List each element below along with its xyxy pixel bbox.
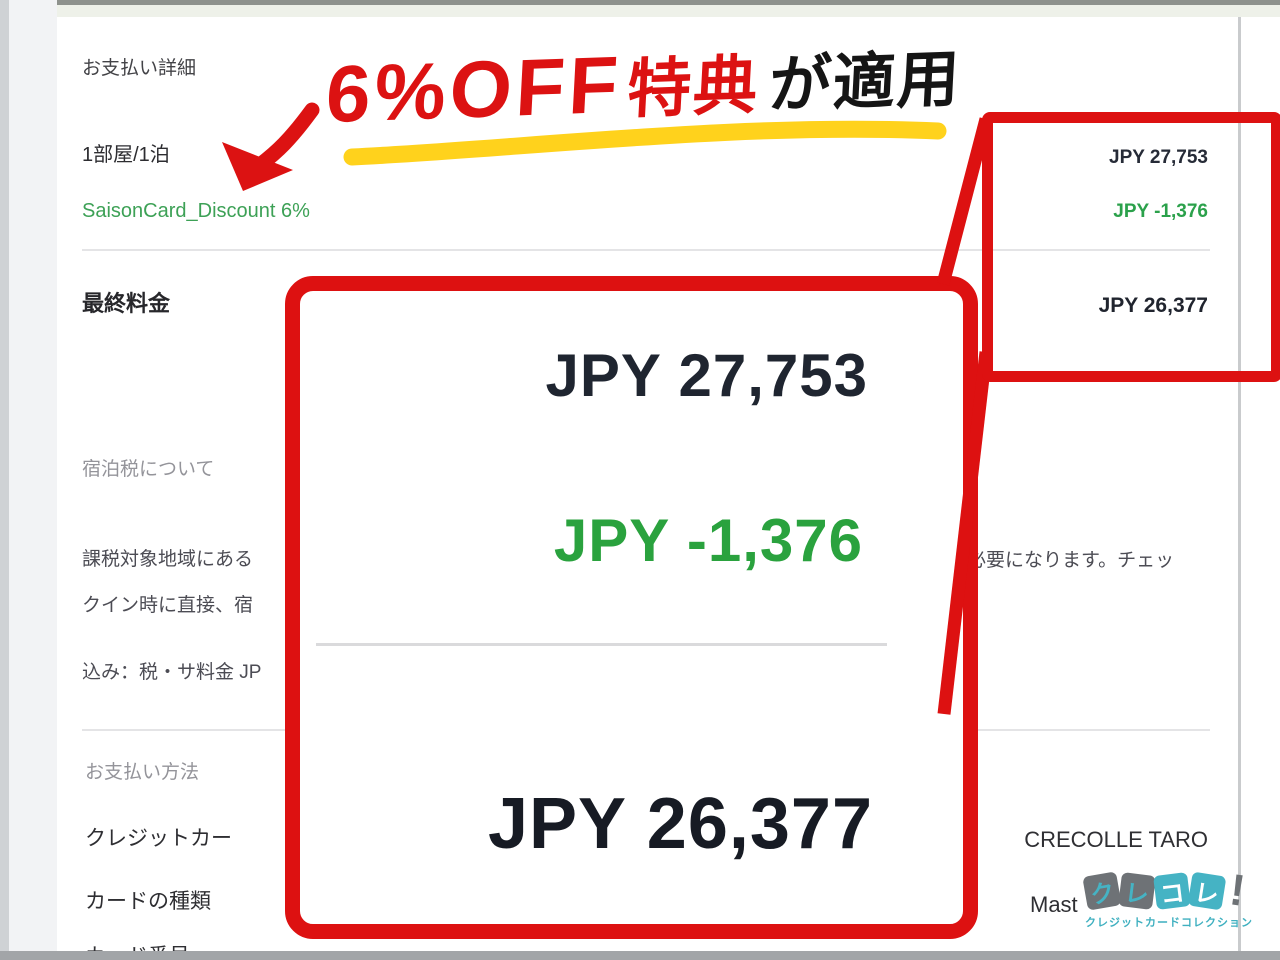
payment-method-title: お支払い方法 <box>85 762 200 783</box>
logo-tile-re2: レ <box>1187 871 1227 911</box>
zoom-inset-discount: JPY -1,376 <box>553 507 863 574</box>
logo-tile-re1: レ <box>1118 872 1156 910</box>
zoom-inset-box: JPY 27,753 JPY -1,376 JPY 26,377 <box>285 276 978 939</box>
tax-paragraph-line2-left: クイン時に直接、宿 <box>82 595 254 616</box>
card-type-value: Mast <box>1030 892 1078 917</box>
zoom-inset-divider <box>316 643 887 646</box>
handwritten-tokuten: 特典 <box>625 48 762 126</box>
top-border-strip <box>46 0 1280 5</box>
bottom-border-strip <box>0 951 1280 960</box>
zoom-inset-total: JPY 26,377 <box>487 784 873 864</box>
divider-top <box>82 249 1210 251</box>
tax-paragraph-line1-right: が必要になります。チェッ <box>948 550 1175 571</box>
red-arrow-shaft <box>252 102 320 173</box>
payment-details-title: お支払い詳細 <box>82 58 197 79</box>
crecolle-logo-tiles: ク レ コ レ ! <box>1082 865 1253 916</box>
room-night-label: 1部屋/1泊 <box>82 144 170 166</box>
crecolle-logo: ク レ コ レ ! クレジットカードコレクション <box>1082 865 1253 930</box>
final-price-amount: JPY 26,377 <box>1098 294 1208 317</box>
zoom-inset-subtotal: JPY 27,753 <box>545 342 868 409</box>
right-vertical-line <box>1238 5 1241 952</box>
handwritten-applied: が適用 <box>767 44 963 121</box>
discount-amount: JPY -1,376 <box>1113 201 1208 222</box>
card-type-label: カードの種類 <box>85 890 211 913</box>
logo-tile-ku: ク <box>1082 871 1122 911</box>
logo-subtitle: クレジットカードコレクション <box>1085 917 1253 929</box>
callout-connector-top <box>936 117 993 286</box>
tax-section-title: 宿泊税について <box>82 459 215 480</box>
discount-label: SaisonCard_Discount 6% <box>82 200 310 222</box>
left-margin-strip <box>9 0 57 952</box>
left-edge-strip <box>0 0 9 952</box>
final-price-label: 最終料金 <box>82 291 171 316</box>
room-night-amount: JPY 27,753 <box>1109 147 1208 168</box>
logo-exclamation: ! <box>1226 865 1249 916</box>
handwritten-annotation: 6%OFF 特典 が適用 <box>324 27 964 141</box>
logo-tile-ko: コ <box>1153 872 1191 910</box>
tax-paragraph-line1-left: 課税対象地域にある <box>82 549 254 570</box>
red-arrow-head <box>222 142 293 191</box>
tax-paragraph-line3-left: 込み：税・サ料金 JP <box>82 662 262 683</box>
cardholder-name: CRECOLLE TARO <box>1024 827 1208 852</box>
handwritten-6off: 6%OFF <box>323 39 624 140</box>
top-light-strip <box>46 5 1280 17</box>
credit-card-label: クレジットカー <box>85 827 232 850</box>
